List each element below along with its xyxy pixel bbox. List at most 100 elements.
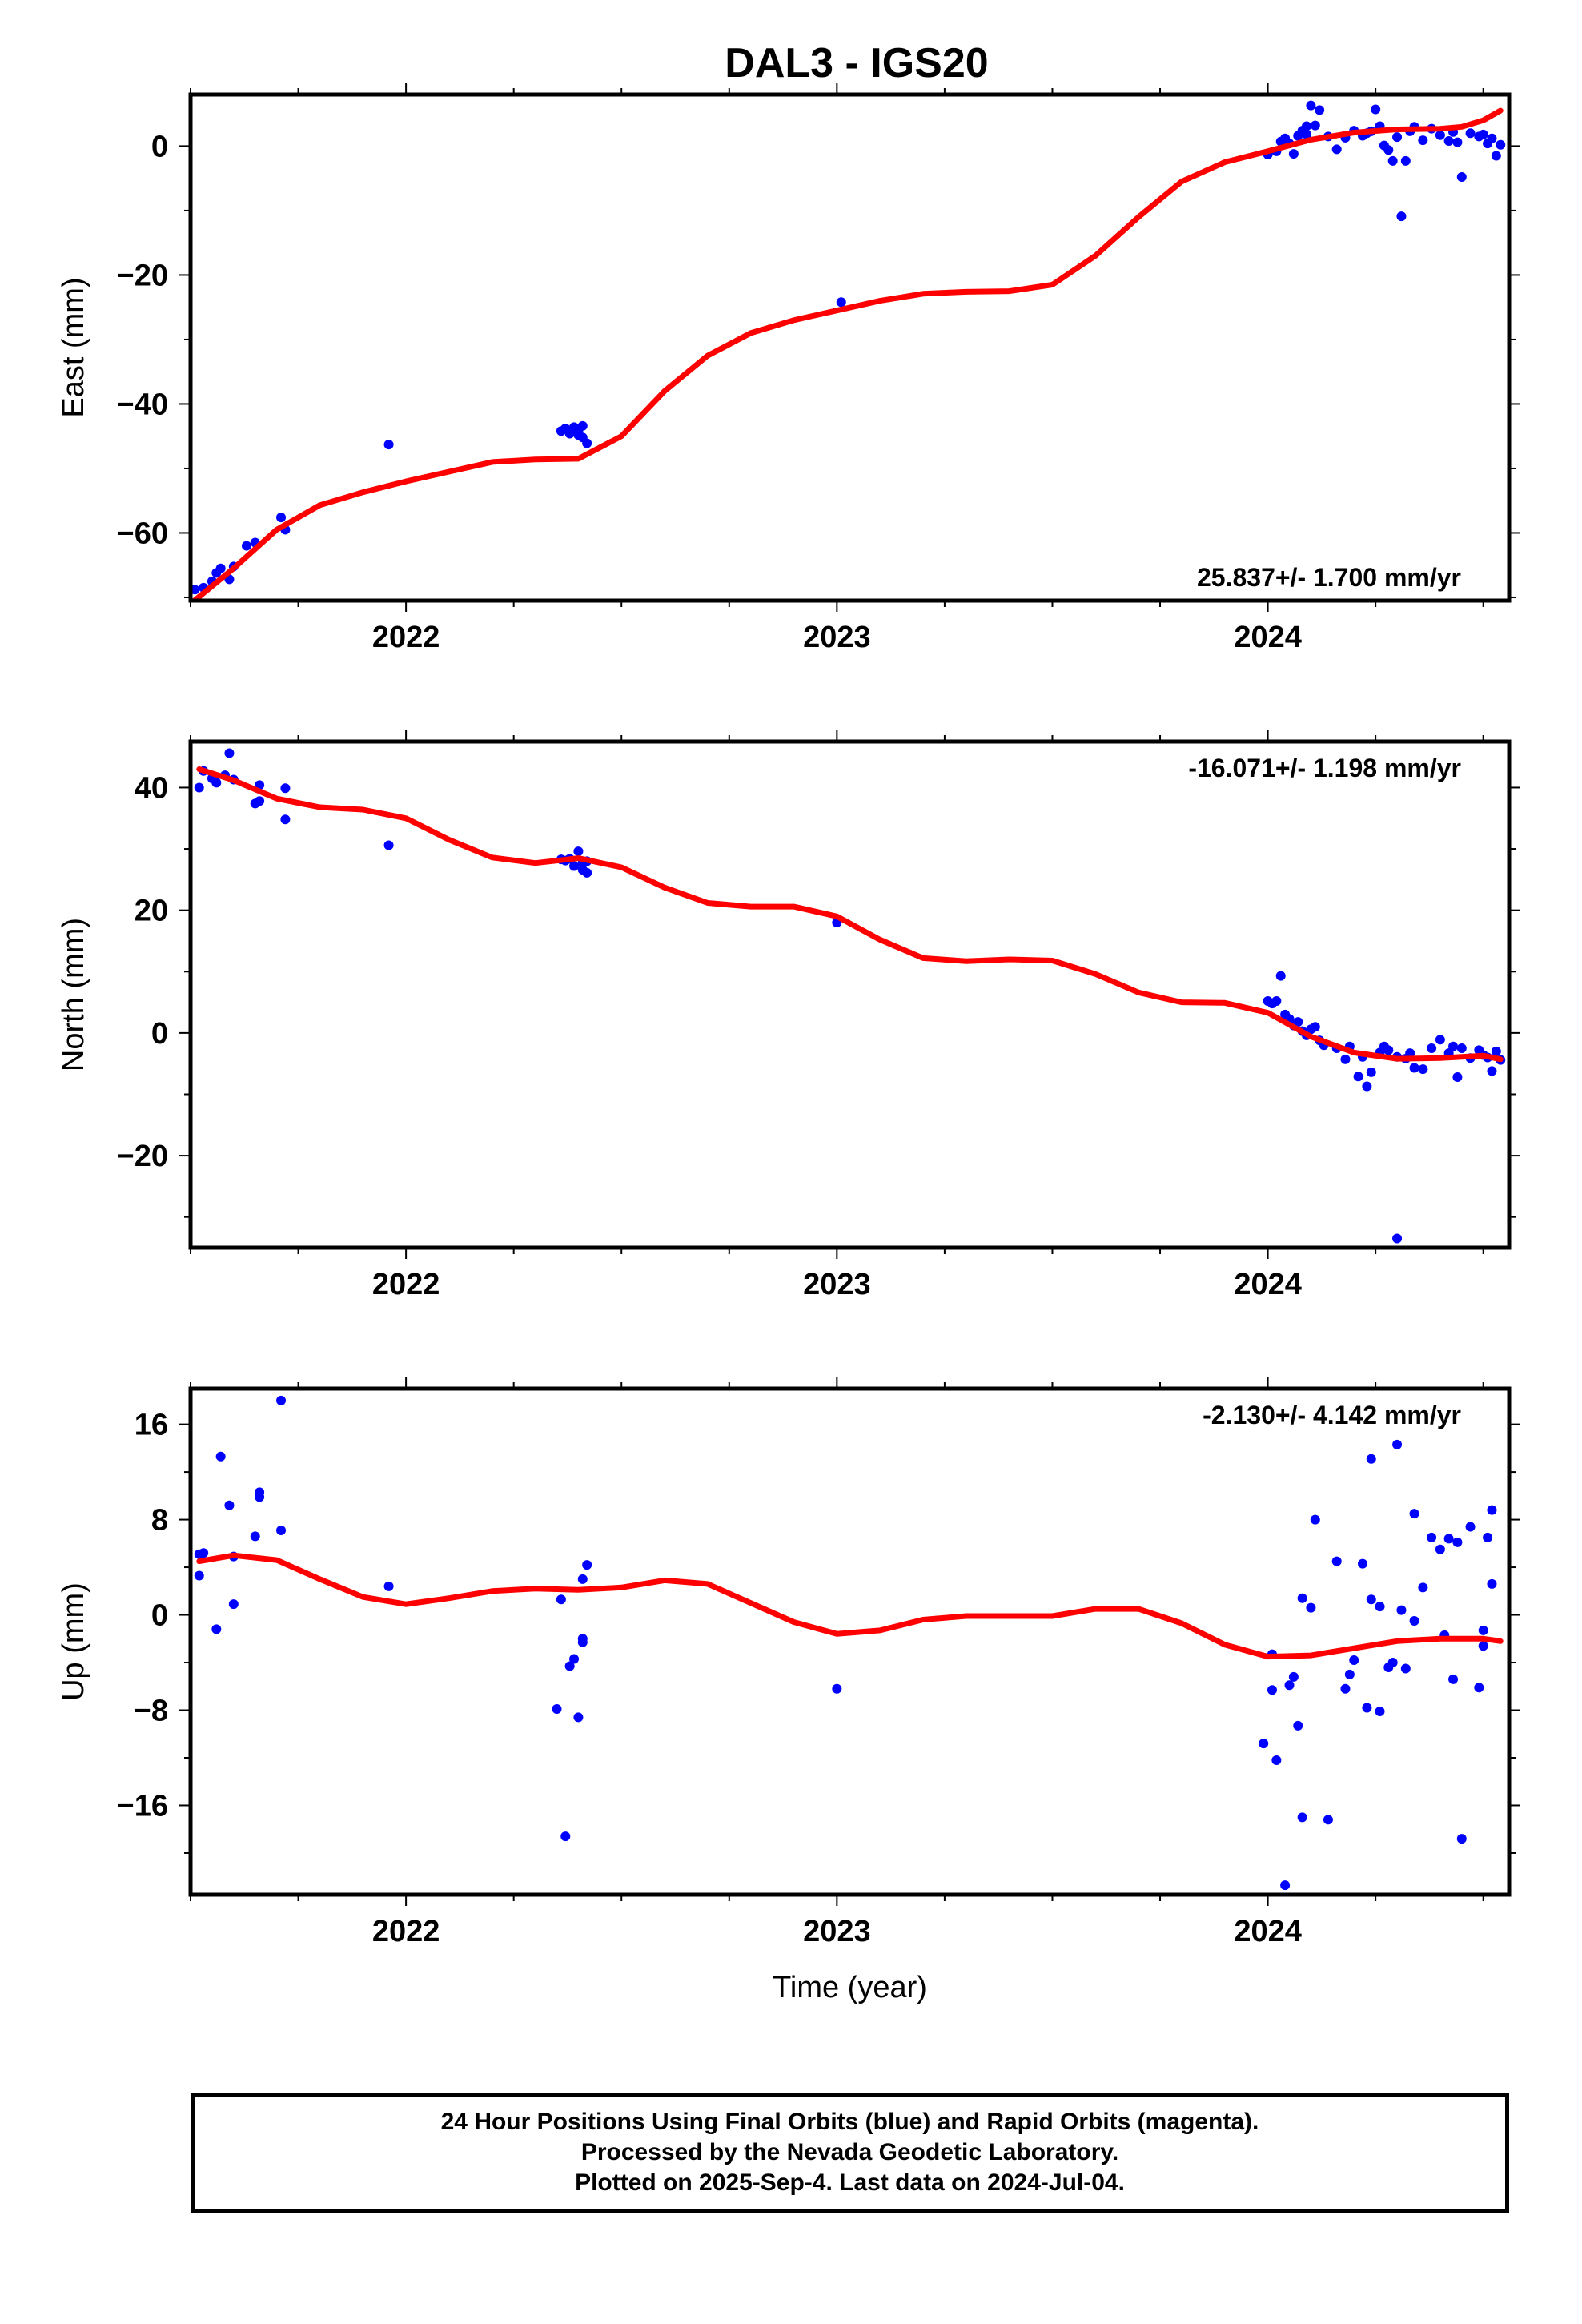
- data-point: [1310, 1022, 1320, 1032]
- data-point: [255, 1487, 265, 1498]
- data-point: [1435, 130, 1445, 140]
- trend-line: [196, 766, 1504, 1063]
- data-point: [383, 840, 394, 850]
- data-point: [1452, 137, 1463, 147]
- x-tick-label: 2023: [803, 621, 871, 654]
- data-point: [215, 1451, 226, 1462]
- data-point: [1302, 121, 1312, 131]
- data-point: [383, 1581, 394, 1591]
- data-point: [1371, 104, 1381, 115]
- x-tick-label: 2023: [803, 1915, 871, 1948]
- data-point: [1387, 155, 1398, 166]
- data-point: [1487, 1578, 1497, 1589]
- data-point: [194, 782, 204, 793]
- data-point: [1280, 1880, 1291, 1891]
- y-tick-label: 0: [151, 130, 168, 163]
- data-point: [1418, 135, 1428, 146]
- y-tick-label: 8: [151, 1504, 168, 1538]
- data-point: [560, 1831, 571, 1842]
- data-point: [1383, 145, 1394, 155]
- data-point: [276, 1395, 287, 1405]
- data-point: [1487, 1505, 1497, 1515]
- panel-data: [191, 100, 1506, 601]
- data-point: [1427, 1043, 1437, 1054]
- data-point: [1331, 144, 1342, 155]
- data-point: [1396, 1605, 1407, 1615]
- data-point: [1392, 132, 1403, 143]
- data-point: [211, 778, 222, 788]
- data-point: [1418, 1064, 1428, 1075]
- data-point: [832, 1683, 842, 1694]
- data-point: [1443, 1534, 1454, 1544]
- data-point: [1362, 1703, 1372, 1713]
- data-point: [1435, 1544, 1445, 1554]
- data-point: [1375, 1706, 1385, 1716]
- data-point: [577, 1637, 588, 1647]
- rate-label: -16.071+/- 1.198 mm/yr: [1188, 754, 1461, 782]
- data-point: [1409, 1615, 1419, 1626]
- data-point: [194, 1570, 204, 1581]
- data-point: [1293, 1720, 1303, 1731]
- data-point: [1288, 1671, 1299, 1682]
- data-point: [224, 748, 235, 758]
- data-point: [552, 1704, 562, 1715]
- data-point: [564, 1661, 575, 1671]
- panel-1: 2022 2023 2024 0 −20 −40 −60 East (mm) 25.837+/-…: [57, 83, 1520, 654]
- footer-line-1: 24 Hour Positions Using Final Orbits (bl…: [440, 2109, 1259, 2135]
- data-point: [573, 846, 584, 857]
- data-point: [577, 1574, 588, 1584]
- data-point: [1448, 1041, 1459, 1051]
- data-point: [383, 440, 394, 450]
- data-point: [556, 1594, 566, 1605]
- data-point: [1366, 1454, 1376, 1464]
- data-point: [1491, 1046, 1501, 1056]
- data-point: [1353, 1072, 1363, 1082]
- data-point: [1366, 1594, 1376, 1605]
- data-point: [1448, 1674, 1459, 1684]
- data-point: [1487, 1066, 1497, 1076]
- data-point: [569, 1654, 580, 1664]
- trend-line: [191, 107, 1504, 601]
- data-point: [1452, 1072, 1463, 1083]
- data-point: [241, 541, 251, 551]
- data-point: [1456, 172, 1467, 183]
- data-point: [1284, 1680, 1295, 1691]
- data-point: [199, 1548, 209, 1558]
- y-tick-label: −40: [117, 388, 168, 421]
- y-tick-label: 0: [151, 1017, 168, 1051]
- data-point: [215, 563, 226, 573]
- data-point: [1310, 120, 1320, 131]
- x-tick-label: 2022: [372, 621, 440, 654]
- data-point: [1474, 1683, 1484, 1693]
- data-point: [573, 1712, 584, 1723]
- data-point: [1452, 1537, 1463, 1547]
- data-point: [1478, 1625, 1488, 1635]
- data-point: [1392, 1439, 1403, 1449]
- data-point: [1443, 135, 1454, 146]
- data-point: [582, 1560, 592, 1570]
- data-point: [1362, 1081, 1372, 1092]
- y-tick-label: −60: [117, 517, 168, 550]
- x-tick-label: 2024: [1234, 1915, 1302, 1948]
- data-point: [280, 814, 291, 825]
- trend-line: [196, 1552, 1504, 1660]
- data-point: [1293, 1017, 1303, 1027]
- data-point: [1259, 1739, 1269, 1749]
- footer-info-box: 24 Hour Positions Using Final Orbits (bl…: [191, 2093, 1509, 2213]
- footer-line-3: Plotted on 2025-Sep-4. Last data on 2024…: [575, 2169, 1125, 2196]
- data-point: [1491, 151, 1501, 161]
- data-point: [1275, 971, 1286, 981]
- data-point: [224, 1500, 235, 1510]
- data-point: [1400, 1663, 1411, 1674]
- y-axis-label: North (mm): [57, 918, 90, 1072]
- data-point: [1340, 1054, 1351, 1064]
- x-tick-label: 2022: [372, 1268, 440, 1301]
- data-point: [582, 438, 592, 448]
- data-point: [1297, 1812, 1307, 1823]
- x-tick-label: 2024: [1234, 1268, 1302, 1301]
- data-point: [1315, 105, 1325, 115]
- data-point: [1465, 1522, 1476, 1532]
- data-point: [582, 867, 592, 878]
- data-point: [836, 297, 846, 308]
